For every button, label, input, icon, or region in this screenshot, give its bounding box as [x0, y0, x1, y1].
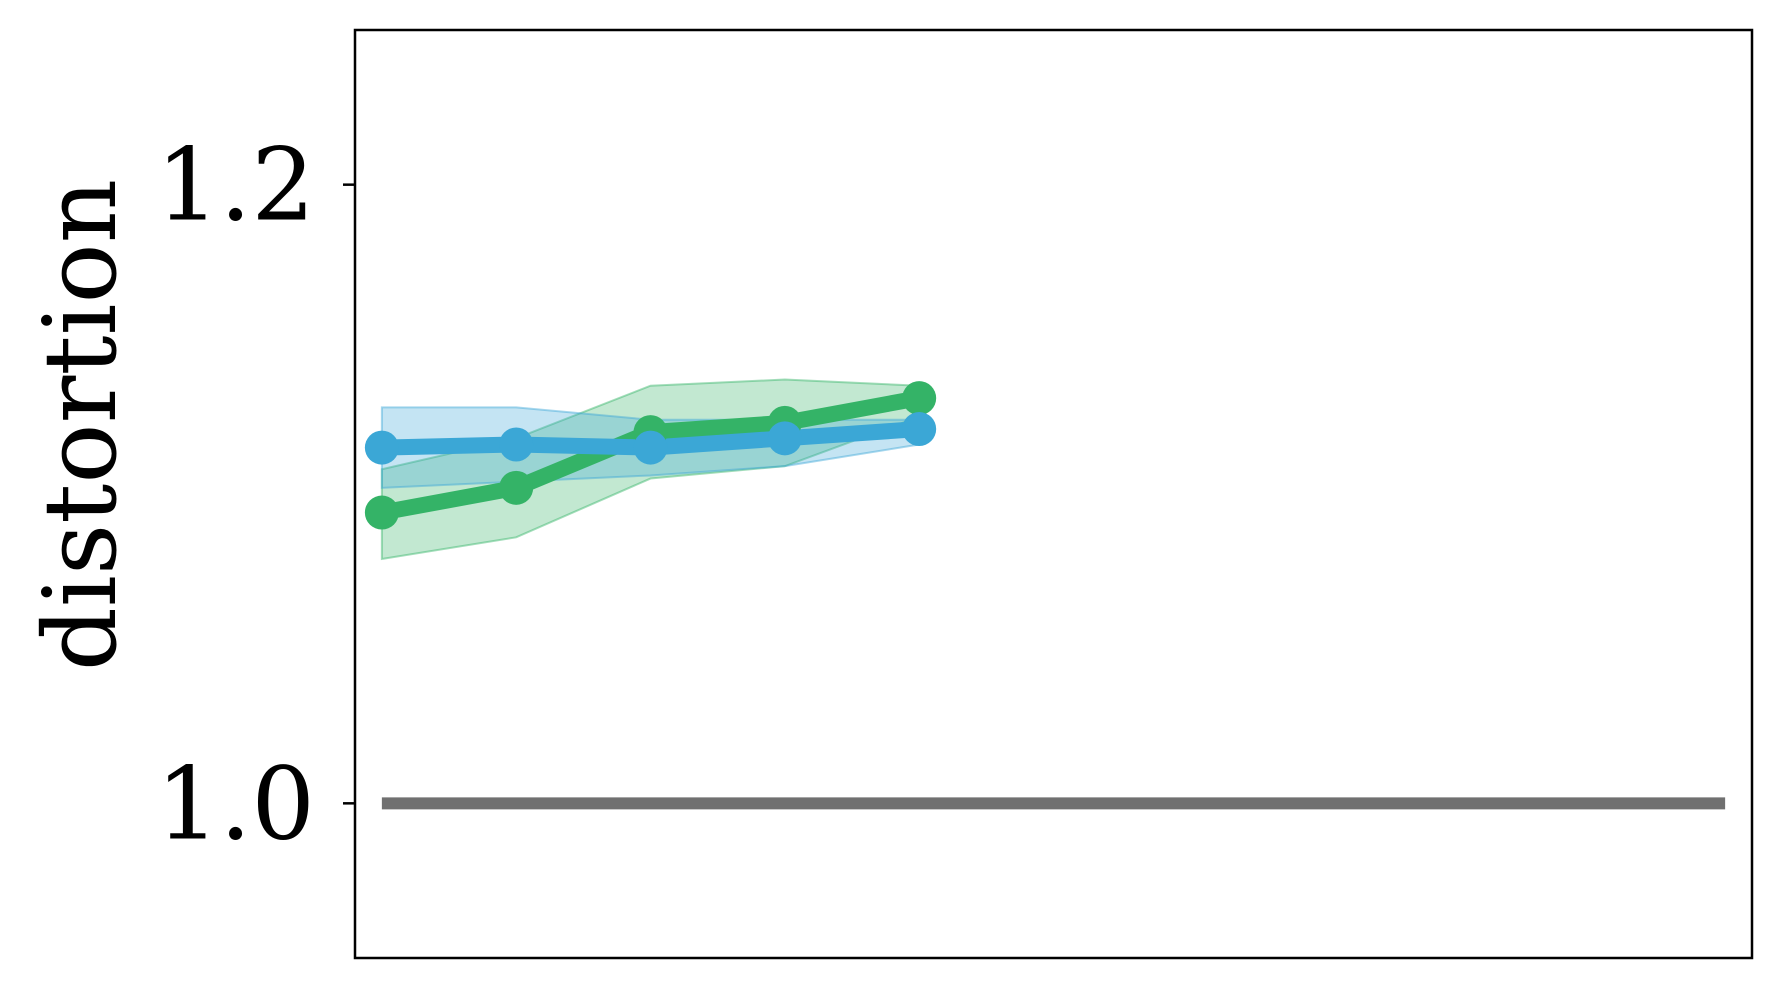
y-tick-label-1: 1.0	[156, 745, 315, 862]
axes-group: 1.0 1.2	[156, 28, 1754, 960]
series-1-point-1	[364, 495, 399, 530]
series-points	[364, 381, 937, 530]
series-2-point-2	[499, 427, 534, 462]
series-1-point-5	[902, 381, 937, 416]
series-2-point-5	[902, 412, 937, 447]
series-2-point-1	[364, 430, 399, 465]
plot-frame	[353, 28, 1754, 960]
series-1-point-2	[499, 470, 534, 505]
series-2-point-3	[633, 430, 668, 465]
y-axis-label: distortion	[22, 179, 139, 671]
series-2-point-4	[767, 421, 802, 456]
y-tick-label-2: 1.2	[156, 127, 315, 244]
